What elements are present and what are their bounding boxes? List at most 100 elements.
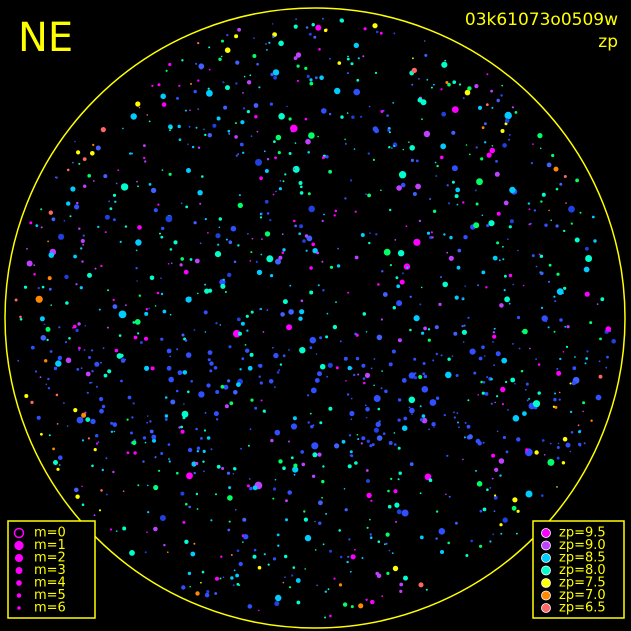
star: [81, 412, 87, 418]
star: [564, 325, 567, 328]
star: [372, 126, 378, 132]
star: [228, 486, 232, 490]
star: [446, 184, 449, 187]
star: [224, 47, 231, 53]
star: [556, 367, 559, 370]
star: [259, 176, 263, 180]
star: [63, 402, 65, 404]
star: [299, 191, 304, 195]
star: [429, 198, 432, 200]
star: [39, 376, 42, 379]
star: [518, 347, 521, 350]
star: [344, 508, 348, 512]
star: [151, 84, 154, 87]
star: [454, 194, 459, 199]
star: [395, 520, 398, 523]
star: [263, 553, 266, 556]
star: [150, 366, 155, 371]
star: [167, 551, 169, 553]
star: [106, 326, 109, 329]
star: [411, 83, 414, 86]
star: [210, 519, 213, 522]
star: [270, 438, 274, 443]
star: [305, 138, 311, 145]
star: [557, 442, 560, 445]
star: [36, 415, 41, 420]
star: [73, 408, 78, 413]
star: [502, 245, 504, 248]
star: [278, 113, 285, 120]
star: [249, 478, 251, 480]
star: [45, 383, 48, 386]
star: [482, 381, 486, 384]
star: [477, 284, 480, 287]
star: [299, 224, 304, 229]
star: [363, 27, 367, 31]
star: [160, 93, 166, 100]
star: [186, 472, 193, 480]
star: [327, 362, 333, 368]
star: [429, 235, 433, 240]
star: [85, 417, 91, 422]
star: [319, 75, 324, 80]
star: [356, 78, 360, 82]
star: [453, 331, 458, 336]
star: [553, 166, 559, 172]
star: [188, 125, 191, 128]
star: [154, 456, 157, 459]
star: [540, 306, 544, 309]
star: [329, 57, 331, 60]
star: [122, 127, 124, 130]
star: [585, 246, 589, 251]
star: [224, 291, 227, 293]
star: [112, 422, 118, 427]
star: [93, 448, 97, 452]
star: [438, 528, 446, 535]
star: [595, 394, 602, 401]
star: [327, 588, 330, 591]
star: [135, 249, 138, 252]
star: [56, 467, 60, 471]
star: [226, 34, 229, 37]
star: [293, 473, 296, 476]
star: [29, 221, 33, 225]
star: [388, 362, 393, 367]
star: [421, 414, 426, 418]
star: [486, 488, 489, 492]
star: [278, 187, 282, 191]
star: [78, 349, 80, 351]
star: [197, 146, 201, 149]
star: [215, 233, 221, 239]
star: [256, 130, 259, 133]
star: [17, 359, 20, 362]
star: [482, 441, 485, 444]
star: [417, 97, 423, 103]
star: [80, 367, 83, 370]
star: [99, 408, 104, 414]
star: [464, 89, 471, 96]
star: [436, 164, 439, 168]
star: [180, 491, 185, 496]
star: [268, 379, 274, 384]
star: [242, 92, 244, 94]
star: [529, 347, 531, 350]
star: [113, 218, 116, 222]
star: [275, 134, 282, 141]
star: [264, 231, 271, 237]
star: [255, 158, 262, 166]
star: [75, 283, 78, 286]
star: [489, 487, 492, 489]
star: [312, 452, 318, 458]
star: [138, 294, 141, 297]
star: [553, 330, 556, 333]
star: [361, 363, 366, 368]
star: [451, 165, 458, 172]
star: [35, 224, 39, 228]
star: [535, 358, 537, 360]
star: [109, 528, 113, 531]
star: [563, 229, 566, 233]
star: [354, 332, 357, 336]
star: [307, 421, 310, 424]
star: [562, 351, 565, 353]
star: [333, 214, 336, 217]
